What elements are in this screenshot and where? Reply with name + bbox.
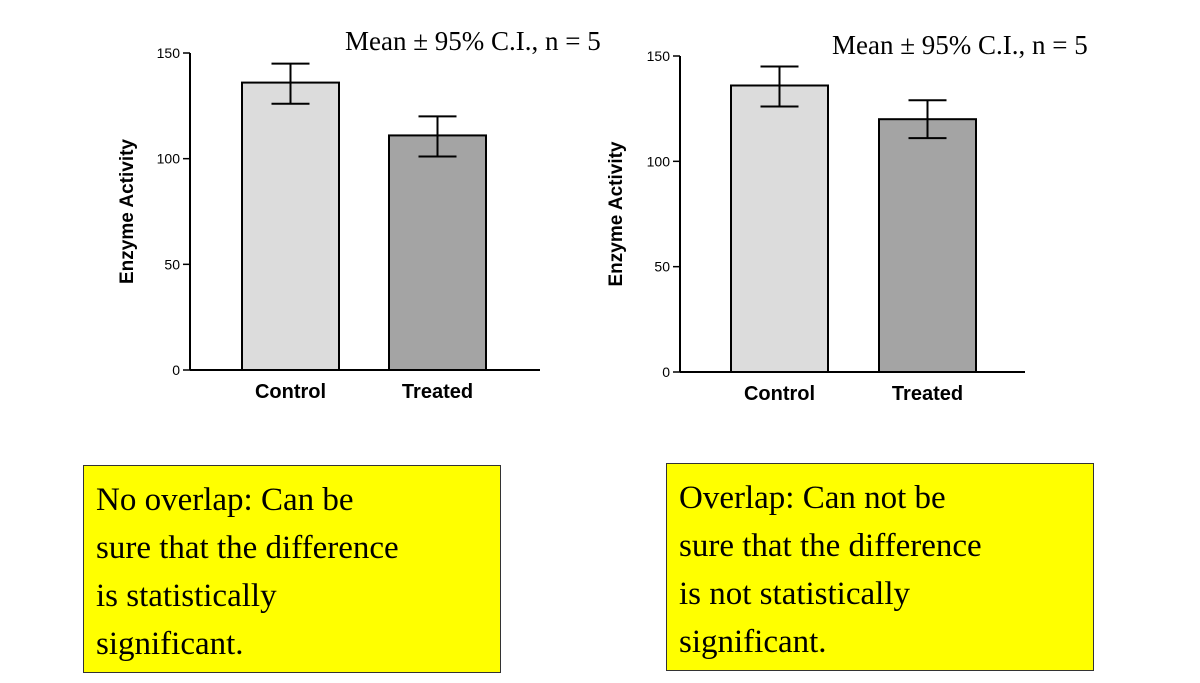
note-line: sure that the difference: [679, 528, 982, 564]
category-label: Control: [255, 381, 326, 403]
chart-title: Mean ± 95% C.I., n = 5: [345, 26, 601, 56]
y-axis-label: Enzyme Activity: [117, 139, 138, 284]
note-line: No overlap: Can be: [96, 482, 354, 518]
y-tick-label: 50: [654, 259, 670, 275]
bar: [388, 134, 487, 371]
y-tick-label: 100: [157, 151, 181, 167]
y-tick-label: 150: [647, 48, 671, 64]
note-line: is not statistically: [679, 576, 910, 612]
bar: [878, 118, 977, 373]
note-line: is statistically: [96, 578, 277, 614]
category-label: Control: [744, 383, 815, 405]
chart-title: Mean ± 95% C.I., n = 5: [832, 30, 1088, 60]
note-line: Overlap: Can not be: [679, 480, 946, 516]
y-axis-label: Enzyme Activity: [606, 141, 627, 286]
category-label: Treated: [402, 381, 473, 403]
y-tick-label: 0: [172, 362, 180, 378]
note-overlap: Overlap: Can not be sure that the differ…: [666, 463, 1094, 671]
y-tick-label: 100: [647, 153, 671, 169]
y-tick-label: 150: [157, 45, 181, 61]
bar: [730, 84, 829, 373]
note-no-overlap: No overlap: Can be sure that the differe…: [83, 465, 501, 673]
y-tick-label: 50: [164, 256, 180, 272]
y-tick-label: 0: [662, 364, 670, 380]
note-line: significant.: [96, 626, 244, 662]
bar: [241, 81, 340, 371]
note-line: significant.: [679, 624, 827, 660]
note-line: sure that the difference: [96, 530, 399, 566]
category-label: Treated: [892, 383, 963, 405]
